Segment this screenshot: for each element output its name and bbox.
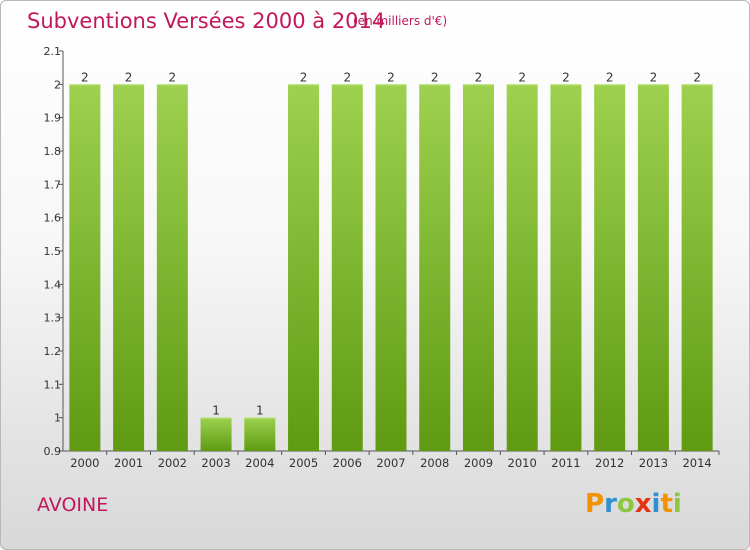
bar	[419, 84, 451, 451]
y-tick-label: 2.1	[44, 45, 62, 58]
y-tick-label: 1.5	[44, 245, 62, 258]
data-label: 2	[606, 70, 614, 84]
logo-letter: t	[660, 489, 673, 519]
data-label: 1	[256, 404, 264, 418]
y-tick-label: 1.2	[44, 345, 62, 358]
bar	[200, 417, 232, 451]
y-tick-label: 1	[54, 412, 61, 425]
x-tick-label: 2009	[464, 456, 493, 470]
x-tick-label: 2002	[158, 456, 187, 470]
x-tick-label: 2005	[289, 456, 318, 470]
x-tick-label: 2006	[333, 456, 362, 470]
bar	[637, 84, 669, 451]
x-tick-label: 2011	[551, 456, 580, 470]
bar	[375, 84, 407, 451]
y-tick-label: 1.6	[44, 212, 62, 225]
data-label: 2	[125, 70, 133, 84]
data-label: 2	[693, 70, 701, 84]
data-label: 2	[81, 70, 89, 84]
y-tick-label: 1.9	[44, 112, 62, 125]
data-label: 1	[212, 404, 220, 418]
y-tick-label: 1.3	[44, 312, 62, 325]
logo-letter: x	[634, 489, 652, 519]
logo-letter: P	[585, 489, 605, 519]
data-label: 2	[387, 70, 395, 84]
bar	[462, 84, 494, 451]
x-tick-label: 2004	[245, 456, 274, 470]
logo-letter: i	[672, 489, 682, 519]
data-label: 2	[300, 70, 308, 84]
y-tick-label: 1.7	[44, 178, 62, 191]
data-label: 2	[169, 70, 177, 84]
logo-letter: i	[651, 489, 661, 519]
x-tick-label: 2008	[420, 456, 449, 470]
bar	[69, 84, 101, 451]
y-tick-label: 1.1	[44, 378, 62, 391]
data-label: 2	[431, 70, 439, 84]
x-tick-label: 2000	[70, 456, 99, 470]
bar	[156, 84, 188, 451]
y-tick-label: 2	[54, 78, 61, 91]
bar	[331, 84, 363, 451]
logo-letter: r	[604, 489, 617, 519]
bar	[506, 84, 538, 451]
data-label: 2	[343, 70, 351, 84]
unit-note: (en milliers d'€)	[353, 14, 448, 28]
logo-letter: o	[616, 489, 635, 519]
proxiti-logo[interactable]: Proxiti	[585, 489, 682, 519]
x-tick-label: 2014	[682, 456, 711, 470]
bar	[288, 84, 320, 451]
bar	[113, 84, 145, 451]
y-tick-label: 1.4	[44, 278, 62, 291]
bar	[244, 417, 276, 451]
commune-name: AVOINE	[37, 494, 109, 516]
data-label: 2	[650, 70, 658, 84]
data-label: 2	[518, 70, 526, 84]
y-tick-label: 0.9	[44, 445, 62, 458]
data-label: 2	[475, 70, 483, 84]
x-tick-label: 2013	[639, 456, 668, 470]
bar	[594, 84, 626, 451]
x-tick-label: 2010	[508, 456, 537, 470]
x-tick-label: 2001	[114, 456, 143, 470]
x-tick-label: 2007	[376, 456, 405, 470]
x-tick-label: 2003	[201, 456, 230, 470]
bar	[681, 84, 713, 451]
chart-title: Subventions Versées 2000 à 2014	[27, 9, 386, 33]
y-tick-label: 1.8	[44, 145, 62, 158]
x-tick-label: 2012	[595, 456, 624, 470]
bar	[550, 84, 582, 451]
data-label: 2	[562, 70, 570, 84]
